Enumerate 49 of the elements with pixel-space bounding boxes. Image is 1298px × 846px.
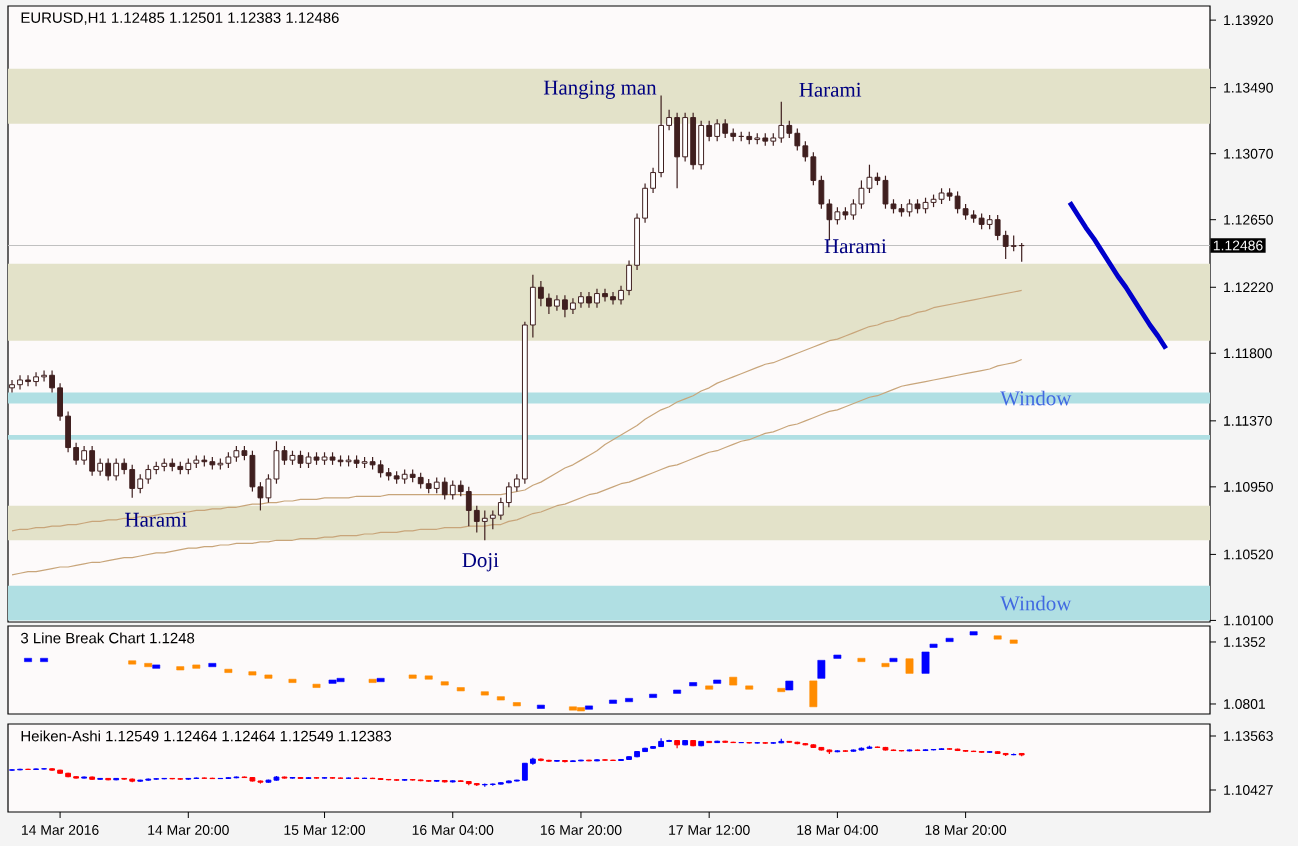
candlestick [449, 479, 456, 501]
candlestick [17, 374, 23, 391]
annotation: Harami [799, 82, 862, 97]
candlestick [81, 445, 88, 466]
annotation: Harami [824, 239, 887, 254]
annotation: Harami [125, 512, 187, 527]
candlestick [778, 101, 785, 144]
candlestick [441, 476, 448, 501]
candlestick [602, 288, 608, 303]
annotation: Hanging man [543, 80, 657, 99]
candlestick [481, 509, 488, 541]
candlestick [698, 120, 705, 171]
candlestick [137, 473, 144, 494]
candlestick [994, 214, 1001, 241]
candlestick [25, 374, 31, 387]
candlestick [113, 457, 120, 482]
candlestick [105, 457, 112, 482]
candlestick [610, 291, 616, 306]
band-label: Window [1000, 595, 1072, 611]
bar [905, 658, 914, 674]
band-label: Window [1000, 390, 1072, 406]
candlestick [722, 118, 729, 139]
candlestick [562, 294, 568, 318]
candlestick [89, 445, 96, 477]
candlestick [594, 288, 600, 309]
bar [785, 680, 794, 691]
candlestick [682, 112, 689, 163]
bar [817, 660, 826, 679]
candlestick [145, 464, 152, 485]
candlestick [33, 371, 39, 387]
candlestick [505, 481, 512, 508]
annotation: Doji [462, 553, 499, 572]
candlestick [794, 127, 801, 152]
bar [729, 676, 738, 686]
candlestick [546, 292, 552, 315]
bar [809, 680, 818, 708]
candlestick [489, 509, 496, 530]
candlestick [249, 450, 256, 493]
candlestick [690, 112, 697, 171]
candlestick [1018, 242, 1025, 263]
bar [921, 651, 930, 674]
candlestick [674, 112, 681, 189]
candlestick [882, 175, 889, 210]
candlestick [41, 369, 47, 383]
candlestick [954, 190, 961, 215]
candlestick [858, 179, 865, 210]
candlestick [465, 486, 472, 527]
candlestick [714, 118, 721, 142]
candlestick [129, 464, 136, 499]
